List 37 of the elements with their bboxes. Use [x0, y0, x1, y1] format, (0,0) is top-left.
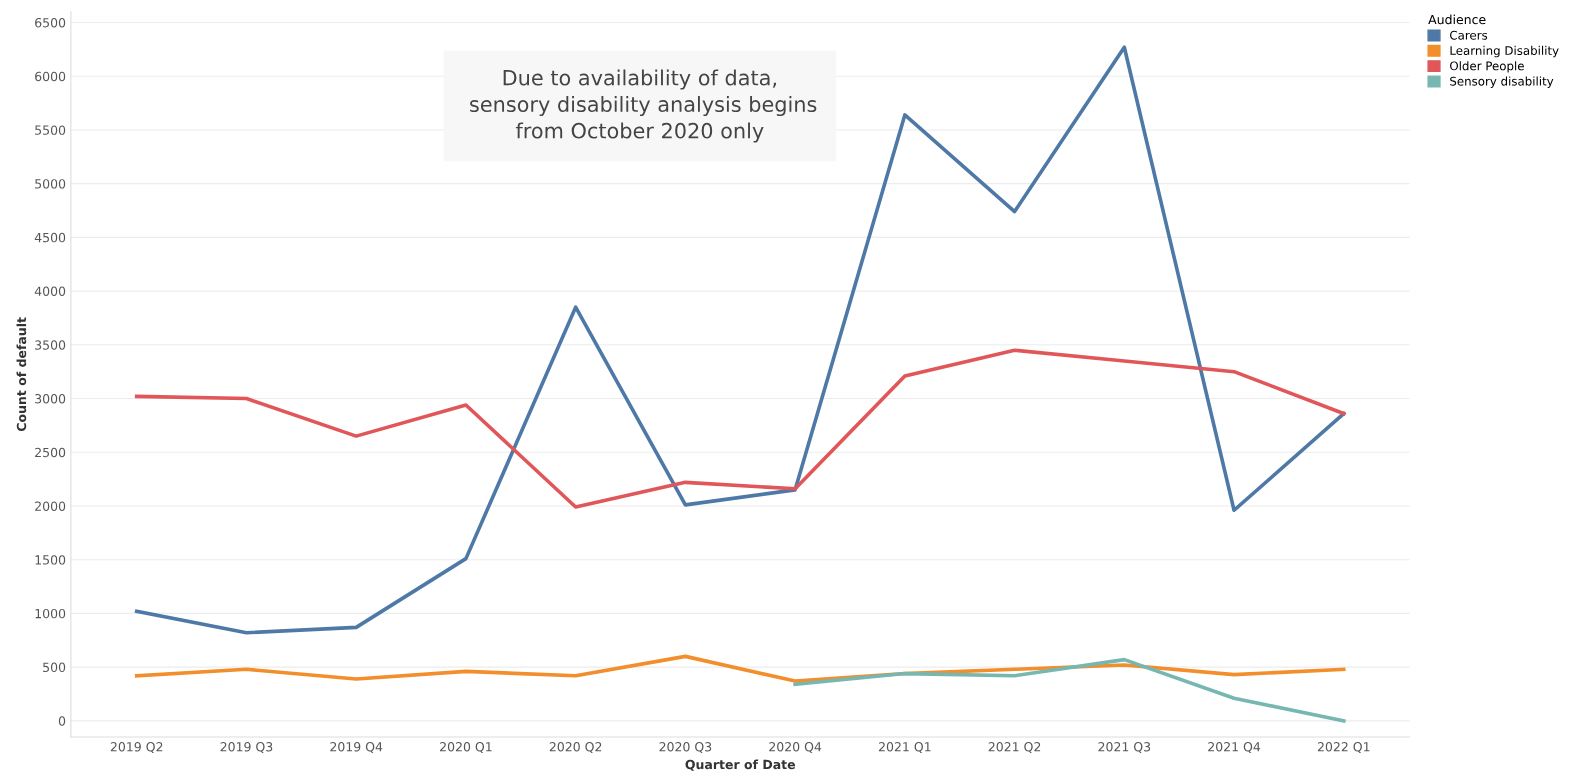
x-tick-label: 2021 Q1: [878, 742, 931, 753]
y-tick-label: 500: [43, 662, 66, 673]
legend-label: Carers: [1450, 30, 1488, 40]
line-series: [793, 657, 1346, 723]
x-tick-label: 2021 Q2: [988, 742, 1041, 753]
y-tick-label: 5500: [35, 125, 66, 135]
annotation: Due to availability of data, sensory disability analysis begins from October 2020 only: [470, 69, 817, 143]
y-tick-label: 6500: [35, 17, 66, 28]
y-tick-label: 2500: [35, 447, 66, 458]
x-tick-label: 2020 Q1: [440, 742, 492, 753]
line-series: [134, 45, 1346, 635]
x-tick-label: 2021 Q4: [1208, 742, 1261, 753]
x-tick-label: 2020 Q4: [769, 742, 822, 753]
y-tick-label: 6000: [35, 71, 66, 82]
y-tick-label: 1000: [35, 608, 66, 619]
y-tick-label: 4500: [34, 232, 66, 243]
x-tick-label: 2021 Q3: [1098, 742, 1151, 753]
x-axis-title: Quarter of Date: [685, 759, 796, 771]
y-tick-label: 3500: [35, 340, 66, 350]
x-tick-label: 2020 Q3: [659, 742, 712, 753]
legend-label: Learning Disability: [1450, 45, 1559, 58]
x-tick-label: 2019 Q2: [110, 742, 163, 753]
y-tick-label: 5000: [35, 179, 66, 189]
x-tick-label: 2019 Q3: [220, 742, 273, 753]
y-tick-label: 1500: [35, 555, 66, 565]
legend-title: Audience: [1428, 14, 1486, 25]
legend-label: Sensory disability: [1450, 76, 1554, 88]
y-tick-label: 0: [58, 716, 66, 726]
line-series: [134, 348, 1346, 509]
y-tick-label: 2000: [35, 501, 66, 511]
legend-label: Older People: [1450, 61, 1524, 73]
y-axis-title: Count of default: [16, 317, 27, 432]
x-tick-label: 2019 Q4: [330, 742, 383, 753]
y-tick-label: 3000: [35, 394, 66, 404]
x-tick-label: 2022 Q1: [1317, 742, 1370, 753]
y-tick-label: 4000: [34, 286, 66, 297]
x-tick-label: 2020 Q2: [549, 742, 602, 753]
